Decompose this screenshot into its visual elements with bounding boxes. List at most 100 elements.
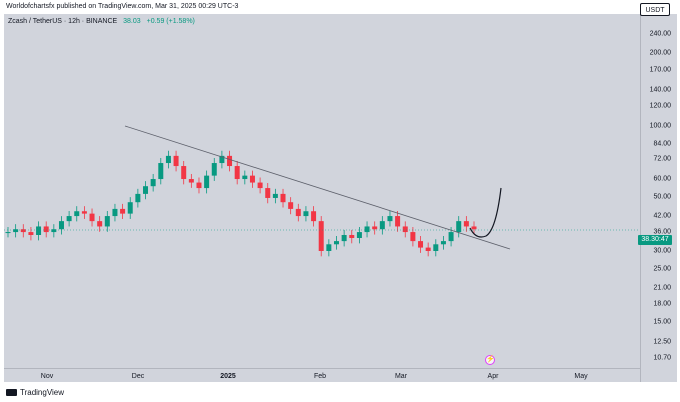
time-tick-label: Apr: [487, 373, 499, 380]
candle-body: [104, 216, 110, 227]
candle-body: [295, 208, 301, 217]
candle-body: [28, 232, 34, 235]
price-tick-label: 21.00: [653, 284, 671, 292]
candle-body: [227, 155, 233, 167]
candle-body: [364, 226, 370, 233]
candle-body: [173, 155, 179, 167]
candle-body: [249, 175, 255, 183]
descending-trendline[interactable]: [124, 125, 511, 250]
candle-body: [311, 211, 317, 222]
candle-body: [471, 226, 477, 230]
candle-body: [333, 241, 339, 245]
candle-body: [165, 155, 171, 164]
price-tick-label: 30.00: [653, 247, 671, 255]
candle-body: [51, 229, 57, 233]
symbol-price: 38.03: [123, 18, 141, 25]
candle-body: [257, 182, 263, 189]
candle-body: [36, 226, 42, 235]
candle-body: [5, 232, 11, 234]
time-tick-label: May: [574, 373, 588, 380]
price-tick-label: 12.50: [653, 338, 671, 346]
time-tick-label: Dec: [131, 373, 145, 380]
candle-body: [372, 226, 378, 230]
candle-body: [456, 221, 462, 233]
candle-body: [272, 193, 278, 198]
candle-body: [97, 221, 103, 227]
candle-body: [188, 179, 194, 183]
candle-body: [410, 232, 416, 242]
candle-body: [387, 216, 393, 222]
time-tick-label: 2025: [220, 373, 236, 380]
lightning-icon[interactable]: ⚡: [485, 355, 495, 365]
candle-body: [150, 179, 156, 187]
candle-body: [43, 226, 49, 233]
candle-body: [74, 211, 80, 217]
candle-body: [66, 216, 72, 222]
candle-body: [433, 244, 439, 251]
price-tick-label: 72.00: [653, 155, 671, 163]
candle-body: [89, 213, 95, 222]
time-tick-label: Nov: [40, 373, 54, 380]
price-tick-label: 36.00: [653, 228, 671, 236]
candle-body: [120, 208, 126, 214]
time-axis[interactable]: Nov Dec 2025 Feb Mar Apr May: [4, 368, 640, 383]
projection-curve[interactable]: [469, 187, 502, 238]
candle-body: [402, 226, 408, 233]
price-tick-label: 25.00: [653, 265, 671, 273]
candle-body: [448, 232, 454, 242]
candle-body: [20, 229, 26, 233]
price-tick-label: 10.70: [653, 354, 671, 362]
symbol-change: +0.59 (+1.58%): [146, 18, 195, 25]
price-tick-label: 140.00: [649, 86, 671, 94]
candle-body: [135, 193, 141, 203]
publisher-header: Worldofchartsfx published on TradingView…: [6, 3, 239, 10]
candle-body: [204, 175, 210, 189]
candle-body: [341, 234, 347, 242]
symbol-name: Zcash / TetherUS · 12h · BINANCE: [8, 18, 118, 25]
time-tick-label: Feb: [313, 373, 327, 380]
candlestick-chart[interactable]: [4, 14, 640, 368]
price-tick-label: 42.00: [653, 212, 671, 220]
symbol-legend: Zcash / TetherUS · 12h · BINANCE 38.03 +…: [8, 18, 195, 25]
candle-body: [395, 216, 401, 227]
chart-frame[interactable]: Zcash / TetherUS · 12h · BINANCE 38.03 +…: [4, 14, 677, 383]
candle-body: [265, 188, 271, 198]
price-tick-label: 240.00: [649, 30, 671, 38]
candle-body: [418, 241, 424, 248]
candle-body: [318, 221, 324, 251]
tradingview-logo-icon: [6, 389, 17, 396]
price-tick-label: 60.00: [653, 175, 671, 183]
candle-body: [81, 211, 87, 214]
price-tick-label: 170.00: [649, 66, 671, 74]
candle-body: [440, 241, 446, 245]
candle-body: [425, 247, 431, 251]
candle-body: [379, 221, 385, 230]
candle-body: [288, 202, 294, 209]
price-tick-label: 200.00: [649, 49, 671, 57]
candle-body: [158, 163, 164, 180]
candle-body: [181, 166, 187, 180]
candle-body: [219, 155, 225, 164]
price-axis[interactable]: 240.00 200.00 170.00 140.00 120.00 100.00 84.0…: [640, 14, 677, 382]
last-price-tag: 38.30:47: [638, 235, 672, 245]
candle-body: [211, 163, 217, 176]
candle-body: [326, 244, 332, 251]
candle-body: [196, 182, 202, 189]
candle-body: [349, 234, 355, 239]
chart-area[interactable]: Zcash / TetherUS · 12h · BINANCE 38.03 +…: [4, 14, 640, 368]
candle-body: [242, 175, 248, 180]
candle-body: [112, 208, 118, 217]
currency-button[interactable]: USDT: [640, 3, 670, 16]
price-tick-label: 84.00: [653, 140, 671, 148]
price-tick-label: 50.00: [653, 193, 671, 201]
footer-brand: TradingView: [20, 388, 65, 397]
candle-body: [13, 229, 19, 233]
time-tick-label: Mar: [394, 373, 408, 380]
candle-body: [58, 221, 64, 230]
footer: TradingView: [6, 388, 64, 397]
candle-body: [280, 193, 286, 203]
price-tick-label: 120.00: [649, 102, 671, 110]
candle-body: [356, 232, 362, 239]
candle-body: [127, 202, 133, 214]
price-tick-label: 100.00: [649, 122, 671, 130]
